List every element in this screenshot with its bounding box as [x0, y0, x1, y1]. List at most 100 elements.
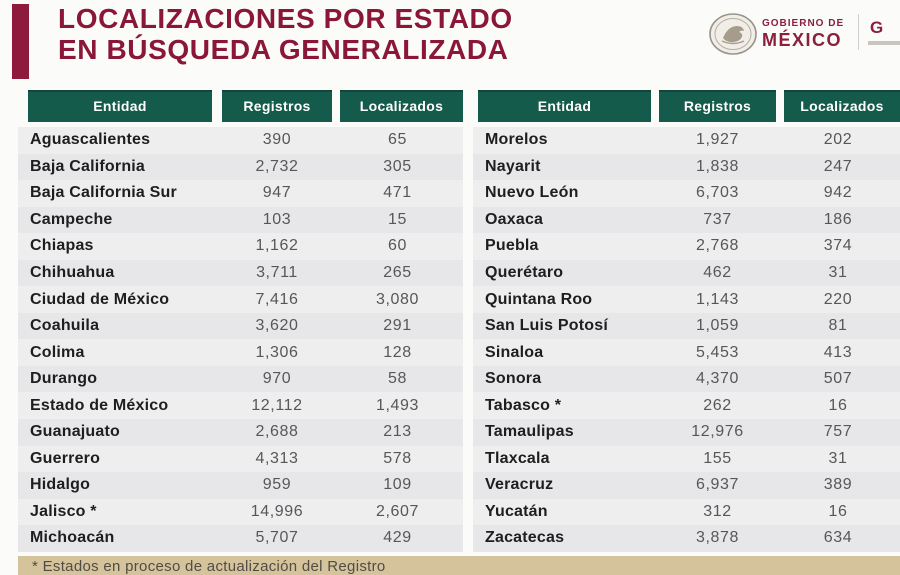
entity-cell: Colima — [30, 343, 85, 361]
partial-logo-subtext — [868, 41, 900, 45]
registros-cell: 5,453 — [695, 343, 740, 361]
localizados-cell: 220 — [823, 290, 853, 308]
page-title-line1: LOCALIZACIONES POR ESTADO — [58, 3, 513, 34]
logo-text-line2: MÉXICO — [762, 30, 843, 50]
registros-cell: 2,688 — [255, 423, 299, 441]
page-title: LOCALIZACIONES POR ESTADO EN BÚSQUEDA GE… — [58, 3, 658, 65]
entity-cell: Guerrero — [30, 449, 101, 467]
entity-cell: Veracruz — [485, 476, 554, 494]
localizados-cell: 15 — [388, 210, 407, 228]
registros-cell: 1,059 — [695, 317, 740, 335]
registros-cell: 5,707 — [255, 529, 299, 547]
localizados-cell: 247 — [823, 157, 853, 175]
registros-cell: 4,370 — [695, 370, 740, 388]
table-row: Coahuila 3,620 291 — [18, 312, 463, 340]
entity-cell: Morelos — [485, 131, 548, 149]
registros-cell: 14,996 — [250, 502, 304, 520]
entity-cell: Zacatecas — [485, 529, 565, 547]
registros-cell: 737 — [703, 210, 732, 228]
table-row: Estado de México 12,112 1,493 — [18, 392, 463, 420]
localizados-cell: 471 — [383, 184, 412, 202]
entity-cell: San Luis Potosí — [485, 317, 609, 335]
localizados-cell: 1,493 — [375, 396, 420, 414]
table-body: Aguascalientes 390 65 Baja California 2,732 3… — [18, 127, 463, 552]
registros-cell: 3,620 — [255, 317, 299, 335]
registros-cell: 262 — [703, 396, 732, 414]
localizados-cell: 634 — [823, 529, 853, 547]
table-row: Querétaro 462 31 — [473, 259, 900, 287]
entity-cell: Tlaxcala — [485, 449, 550, 467]
table-row: Chiapas 1,162 60 — [18, 233, 463, 260]
localizados-cell: 16 — [828, 502, 848, 520]
table-row: Aguascalientes 390 65 — [18, 127, 463, 154]
page-title-line2: EN BÚSQUEDA GENERALIZADA — [58, 34, 509, 65]
table-body: Morelos 1,927 202 Nayarit 1,838 247 Nuevo León… — [473, 127, 900, 552]
localizados-cell: 265 — [383, 264, 412, 281]
table-row: Tamaulipas 12,976 757 — [473, 419, 900, 446]
table-row: Ciudad de México 7,416 3,080 — [18, 286, 463, 313]
table-row: Quintana Roo 1,143 220 — [473, 286, 900, 313]
localizados-cell: 58 — [388, 370, 407, 388]
localizados-cell: 2,607 — [375, 502, 420, 520]
localizados-cell: 109 — [383, 476, 412, 494]
gobierno-logo-text: GOBIERNO DE MÉXICO — [762, 18, 844, 51]
registros-cell: 1,143 — [695, 290, 740, 308]
logo-divider — [858, 14, 859, 50]
localizados-cell: 16 — [828, 396, 848, 414]
footnote-text: * Estados en proceso de actualización de… — [32, 558, 386, 575]
table-row: Zacatecas 3,878 634 — [473, 525, 900, 552]
entity-cell: Yucatán — [485, 502, 548, 520]
table-row: Oaxaca 737 186 — [473, 206, 900, 234]
table-row: Baja California Sur 947 471 — [18, 180, 463, 207]
localizados-cell: 942 — [823, 184, 853, 202]
registros-cell: 6,937 — [695, 476, 740, 494]
registros-cell: 4,313 — [255, 449, 299, 467]
entity-cell: Chiapas — [30, 237, 94, 255]
registros-cell: 103 — [262, 210, 292, 228]
localizados-cell: 578 — [383, 449, 412, 467]
column-header-localizados: Localizados — [784, 90, 900, 122]
localizados-cell: 65 — [388, 131, 407, 149]
entity-cell: Sonora — [485, 370, 542, 388]
registros-cell: 3,711 — [256, 264, 298, 281]
registros-cell: 959 — [262, 476, 292, 494]
entity-cell: Puebla — [485, 237, 539, 255]
entity-cell: Sinaloa — [485, 343, 544, 361]
registros-cell: 12,976 — [691, 423, 744, 441]
column-header-entidad: Entidad — [28, 90, 212, 122]
entity-cell: Tabasco * — [485, 396, 562, 414]
table-row: Jalisco * 14,996 2,607 — [18, 498, 463, 526]
entity-cell: Baja California Sur — [30, 184, 177, 202]
registros-cell: 1,162 — [255, 237, 299, 255]
entity-cell: Estado de México — [30, 396, 169, 414]
localizados-cell: 60 — [388, 237, 407, 255]
entity-cell: Chihuahua — [30, 264, 115, 281]
registros-cell: 2,732 — [255, 157, 299, 175]
entity-cell: Ciudad de México — [30, 290, 170, 308]
registros-cell: 970 — [262, 370, 292, 388]
entity-cell: Nuevo León — [485, 184, 579, 202]
table-row: Chihuahua 3,711 265 — [18, 259, 463, 287]
localizados-cell: 213 — [383, 423, 412, 441]
title-accent-bar — [12, 4, 29, 79]
entity-cell: Jalisco * — [30, 502, 97, 520]
table-row: San Luis Potosí 1,059 81 — [473, 312, 900, 340]
localizados-cell: 429 — [383, 529, 412, 547]
localizados-cell: 31 — [828, 264, 848, 281]
localizados-cell: 3,080 — [375, 290, 420, 308]
localizados-cell: 81 — [828, 317, 848, 335]
registros-cell: 3,878 — [695, 529, 740, 547]
table-row: Campeche 103 15 — [18, 206, 463, 234]
registros-cell: 947 — [262, 184, 292, 202]
table-row: Sinaloa 5,453 413 — [473, 339, 900, 366]
table-row: Tabasco * 262 16 — [473, 392, 900, 420]
table-row: Morelos 1,927 202 — [473, 127, 900, 154]
table-row: Guanajuato 2,688 213 — [18, 419, 463, 446]
column-header-registros: Registros — [659, 90, 776, 122]
column-header-localizados: Localizados — [340, 90, 463, 122]
localizados-cell: 31 — [828, 449, 848, 467]
registros-cell: 462 — [703, 264, 732, 281]
registros-cell: 390 — [262, 131, 292, 149]
registros-cell: 7,416 — [255, 290, 299, 308]
registros-cell: 1,927 — [695, 131, 740, 149]
